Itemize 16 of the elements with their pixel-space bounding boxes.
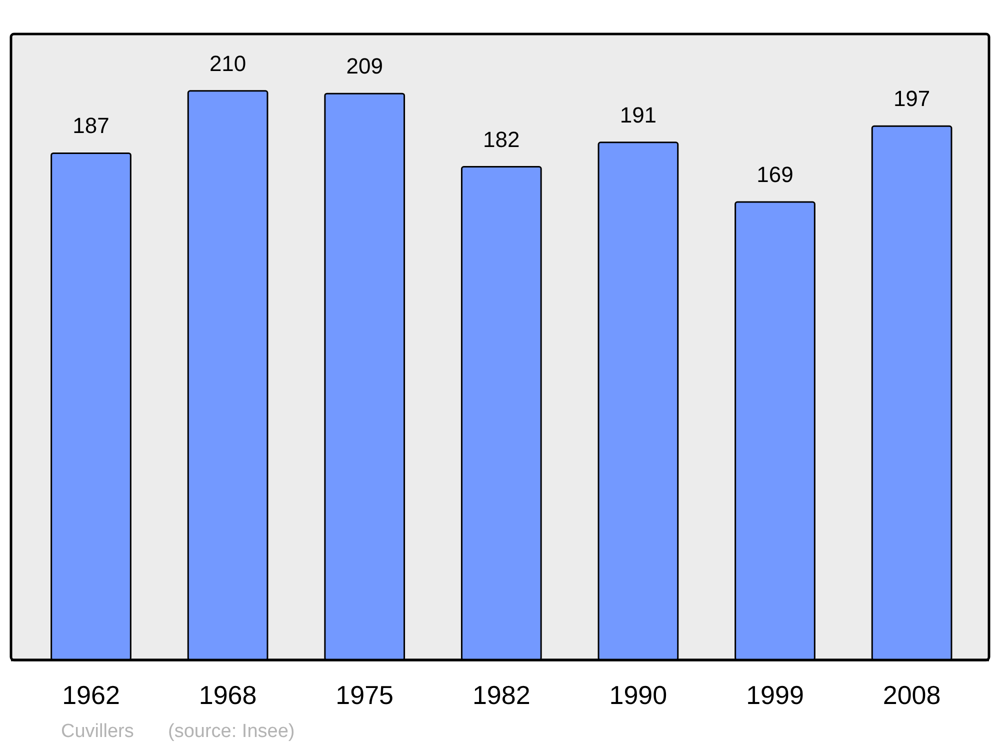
- data-label: 182: [483, 126, 520, 152]
- x-tick-label: 1975: [336, 680, 394, 710]
- data-label: 210: [209, 50, 246, 76]
- x-tick-label: 1962: [62, 680, 120, 710]
- x-tick-label: 2008: [882, 680, 941, 710]
- data-label: 169: [756, 162, 794, 188]
- x-tick-label: 1968: [198, 680, 257, 710]
- data-label: 187: [72, 113, 110, 138]
- text: (source: Insee): [168, 721, 295, 742]
- x-tick-label: 1990: [609, 680, 668, 710]
- x-tick-label: 1999: [746, 680, 804, 710]
- data-label: 209: [346, 54, 383, 79]
- x-tick-label: 1982: [472, 680, 530, 710]
- text: Cuvillers: [61, 721, 134, 742]
- data-label: 191: [620, 102, 657, 128]
- data-label: 197: [893, 86, 930, 112]
